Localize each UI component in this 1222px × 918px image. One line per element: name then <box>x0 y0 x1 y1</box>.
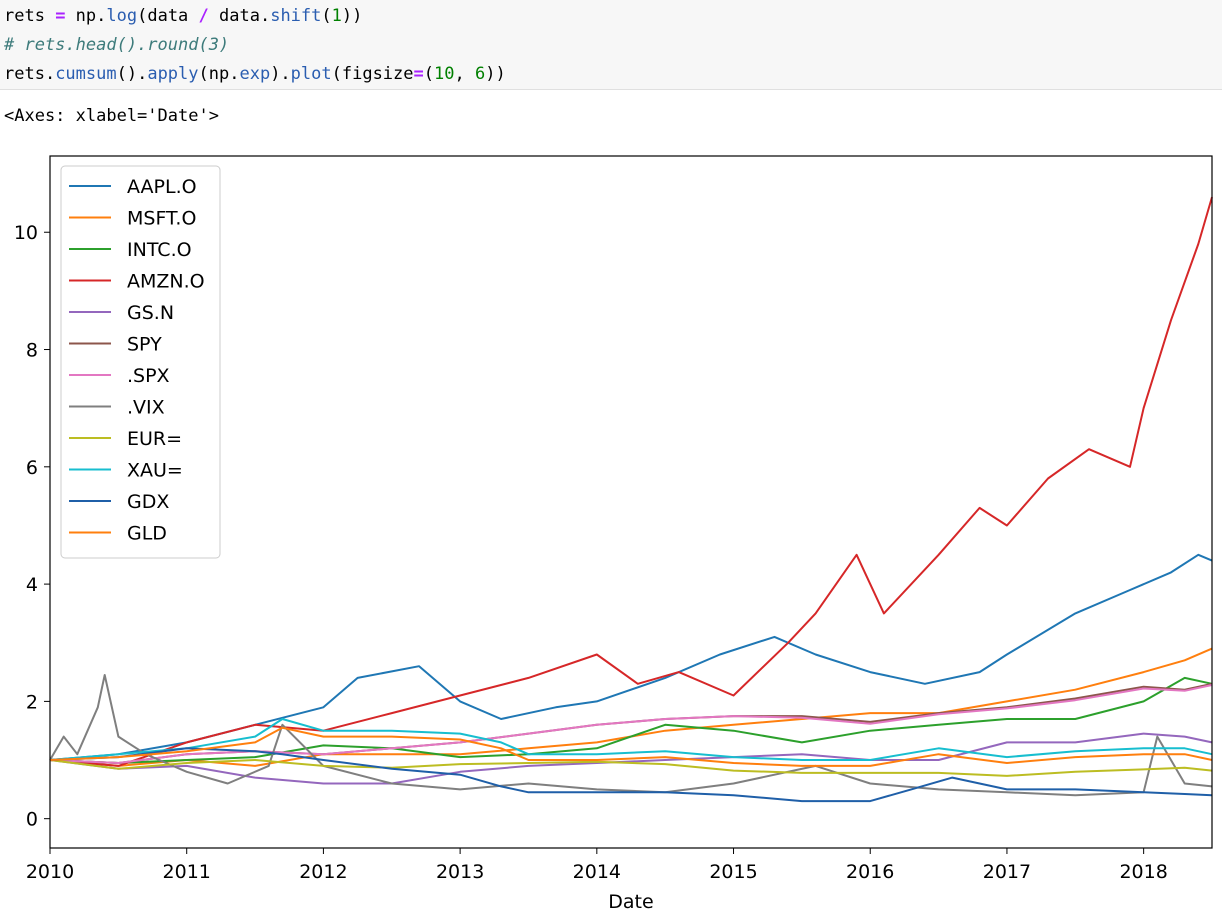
legend-label: AAPL.O <box>127 176 197 198</box>
x-tick-label: 2014 <box>573 861 621 883</box>
y-tick-label: 10 <box>14 222 38 244</box>
x-tick-label: 2018 <box>1119 861 1167 883</box>
y-tick-label: 4 <box>26 574 38 596</box>
series-line-XAU= <box>49 718 1213 761</box>
x-tick-label: 2013 <box>436 861 484 883</box>
x-tick-label: 2010 <box>26 861 74 883</box>
code-line-3: rets.cumsum().apply(np.exp).plot(figsize… <box>4 64 506 84</box>
y-axis-ticks: 0 2 4 6 8 10 <box>14 222 50 831</box>
series-line-GLD <box>49 726 1213 767</box>
legend-label: INTC.O <box>127 239 192 261</box>
legend-label: .VIX <box>127 397 165 419</box>
axes-frame <box>49 155 1213 849</box>
x-tick-label: 2017 <box>983 861 1031 883</box>
legend-box <box>60 165 221 559</box>
x-tick-label: 2012 <box>299 861 347 883</box>
line-chart: 2010 2011 2012 2013 2014 2015 2016 2017 2018 0 2 4… <box>14 155 1213 913</box>
series-line-EUR= <box>49 759 1213 777</box>
legend-label: GDX <box>127 491 169 513</box>
x-tick-label: 2016 <box>846 861 894 883</box>
legend-label: XAU= <box>127 460 183 482</box>
series-line-GDX <box>49 747 1213 803</box>
legend-label: MSFT.O <box>127 208 196 230</box>
y-tick-label: 8 <box>26 340 38 362</box>
y-tick-label: 0 <box>26 809 38 831</box>
legend-label: SPY <box>127 334 162 356</box>
y-tick-label: 2 <box>26 691 38 713</box>
legend-label: EUR= <box>127 428 182 450</box>
series-line-GS.N <box>49 732 1213 785</box>
series-line-MSFT.O <box>49 647 1213 767</box>
series-line-.VIX <box>49 674 1213 797</box>
x-tick-label: 2011 <box>163 861 211 883</box>
x-axis-ticks: 2010 2011 2012 2013 2014 2015 2016 2017 2018 <box>26 848 1168 883</box>
y-tick-label: 6 <box>26 457 38 479</box>
code-cell[interactable]: rets = np.log(data / data.shift(1)) # re… <box>0 0 1222 90</box>
legend: AAPL.O MSFT.O INTC.O AMZN.O GS.N SPY .SPX .VIX E… <box>60 165 221 559</box>
legend-label: GLD <box>127 523 167 545</box>
series-line-AAPL.O <box>49 553 1213 761</box>
x-tick-label: 2015 <box>709 861 757 883</box>
legend-label: AMZN.O <box>127 271 205 293</box>
plot-lines <box>49 196 1213 803</box>
legend-label: .SPX <box>127 365 170 387</box>
series-line-AMZN.O <box>49 196 1213 767</box>
series-line-INTC.O <box>49 676 1213 764</box>
code-line-2: # rets.head().round(3) <box>4 35 230 55</box>
legend-label: GS.N <box>127 302 174 324</box>
output-repr: <Axes: xlabel='Date'> <box>4 106 219 126</box>
code-line-1: rets = np.log(data / data.shift(1)) <box>4 6 363 26</box>
x-axis-title: Date <box>608 891 653 913</box>
